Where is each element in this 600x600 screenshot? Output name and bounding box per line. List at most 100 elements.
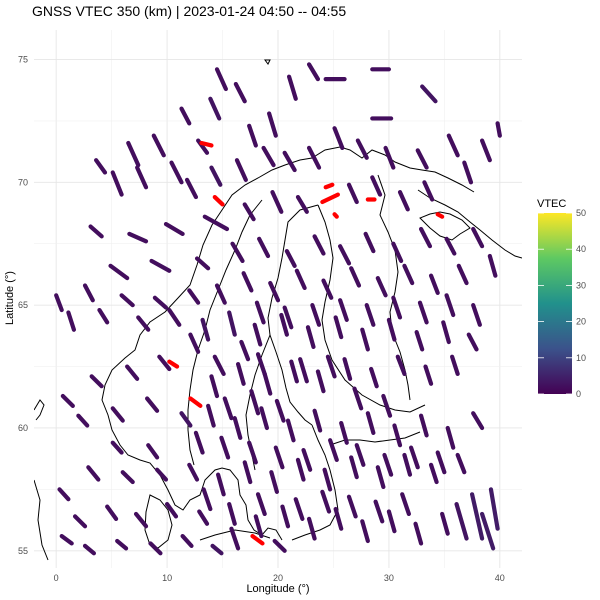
vtec-track	[391, 295, 403, 320]
vtec-track	[163, 221, 185, 236]
vtec-track	[408, 445, 420, 470]
vtec-track	[108, 263, 130, 281]
vtec-track	[369, 366, 379, 389]
legend-tick-label: 50	[576, 208, 586, 218]
vtec-track	[488, 487, 500, 531]
x-tick-label: 40	[495, 573, 505, 583]
legend-tick-label: 30	[576, 280, 586, 290]
vtec-track	[187, 462, 200, 482]
vtec-track	[349, 266, 362, 288]
vtec-track	[352, 386, 364, 411]
vtec-track	[312, 408, 323, 433]
vtec-track	[413, 521, 424, 546]
vtec-track	[294, 268, 307, 291]
legend-tick-label: 10	[576, 353, 586, 363]
vtec-track	[333, 315, 344, 340]
vtec-track	[126, 140, 141, 168]
vtec-track	[441, 320, 451, 345]
vtec-track	[233, 81, 247, 104]
vtec-track	[82, 283, 95, 303]
vtec-track	[395, 354, 407, 377]
vtec-track	[259, 406, 270, 431]
legend-tick-label: 0	[576, 389, 581, 399]
vtec-track	[306, 516, 317, 541]
x-tick-label: 10	[162, 573, 172, 583]
vtec-track	[375, 465, 386, 490]
vtec-track	[255, 352, 267, 377]
vtec-track	[149, 258, 172, 273]
vtec-track	[110, 440, 124, 455]
vtec-track	[110, 170, 124, 197]
vtec-track	[360, 327, 370, 352]
panel-grid	[34, 30, 522, 568]
vtec-track	[202, 214, 230, 232]
vtec-track	[386, 317, 397, 342]
vtec-track	[417, 300, 429, 325]
vtec-track	[328, 438, 339, 463]
vtec-track-high	[332, 212, 339, 219]
vtec-track	[120, 470, 135, 485]
vtec-track	[89, 374, 104, 389]
vtec-track	[435, 450, 447, 475]
vtec-track	[115, 538, 129, 551]
vtec-track	[332, 126, 345, 151]
vtec-track	[364, 303, 376, 327]
vtec-track	[365, 411, 376, 435]
vtec-track	[445, 425, 456, 450]
vtec-track	[321, 278, 334, 300]
vtec-track	[135, 165, 149, 190]
vtec-track	[418, 226, 433, 249]
vtec-track	[272, 538, 287, 553]
vtec-track	[133, 511, 149, 529]
vtec-track	[471, 226, 485, 249]
vtec-track	[242, 202, 256, 222]
norway-sweden-coast	[101, 146, 475, 541]
vtec-track	[456, 263, 469, 286]
vtec-track-high	[250, 533, 265, 546]
vtec-track	[301, 447, 313, 472]
vtec-track	[370, 175, 383, 197]
y-axis-label: Latitude (°)	[4, 271, 16, 325]
vtec-track	[295, 457, 306, 482]
denmark-outline	[144, 494, 173, 549]
vtec-track	[167, 307, 182, 327]
vtec-track	[94, 158, 108, 175]
vtec-track	[119, 293, 135, 308]
vtec-track	[306, 145, 322, 170]
gulf-of-bothnia	[267, 204, 319, 426]
vtec-track	[235, 362, 246, 386]
vtec-track	[282, 150, 297, 173]
vtec-track-high	[323, 182, 335, 190]
vtec-track	[212, 354, 226, 377]
vtec-track	[418, 413, 429, 438]
vtec-track	[495, 121, 502, 138]
vtec-track	[267, 111, 278, 138]
vtec-track	[397, 190, 410, 212]
vtec-track-high	[199, 140, 214, 148]
y-tick-label: 70	[18, 177, 28, 187]
vtec-track	[471, 303, 482, 327]
vtec-track	[346, 494, 358, 519]
vtec-track	[145, 396, 160, 413]
vtec-track	[402, 263, 415, 286]
vtec-track	[392, 423, 403, 448]
vtec-track	[354, 443, 366, 467]
x-tick-label: 30	[384, 573, 394, 583]
vtec-track	[487, 253, 498, 278]
vtec-track	[325, 354, 337, 379]
vtec-track	[206, 403, 216, 428]
vtec-track	[241, 271, 254, 293]
vtec-track	[125, 364, 140, 381]
vtec-track	[57, 487, 71, 502]
vtec-track	[462, 160, 474, 185]
vtec-track	[88, 224, 104, 239]
vtec-track-high	[320, 192, 340, 205]
vtec-track	[72, 514, 88, 529]
vtec-track	[286, 74, 298, 101]
vtec-track	[428, 273, 440, 295]
vtec-track	[180, 533, 194, 548]
vtec-track	[219, 435, 231, 460]
vtec-track	[82, 543, 96, 556]
vtec-track	[97, 307, 110, 325]
